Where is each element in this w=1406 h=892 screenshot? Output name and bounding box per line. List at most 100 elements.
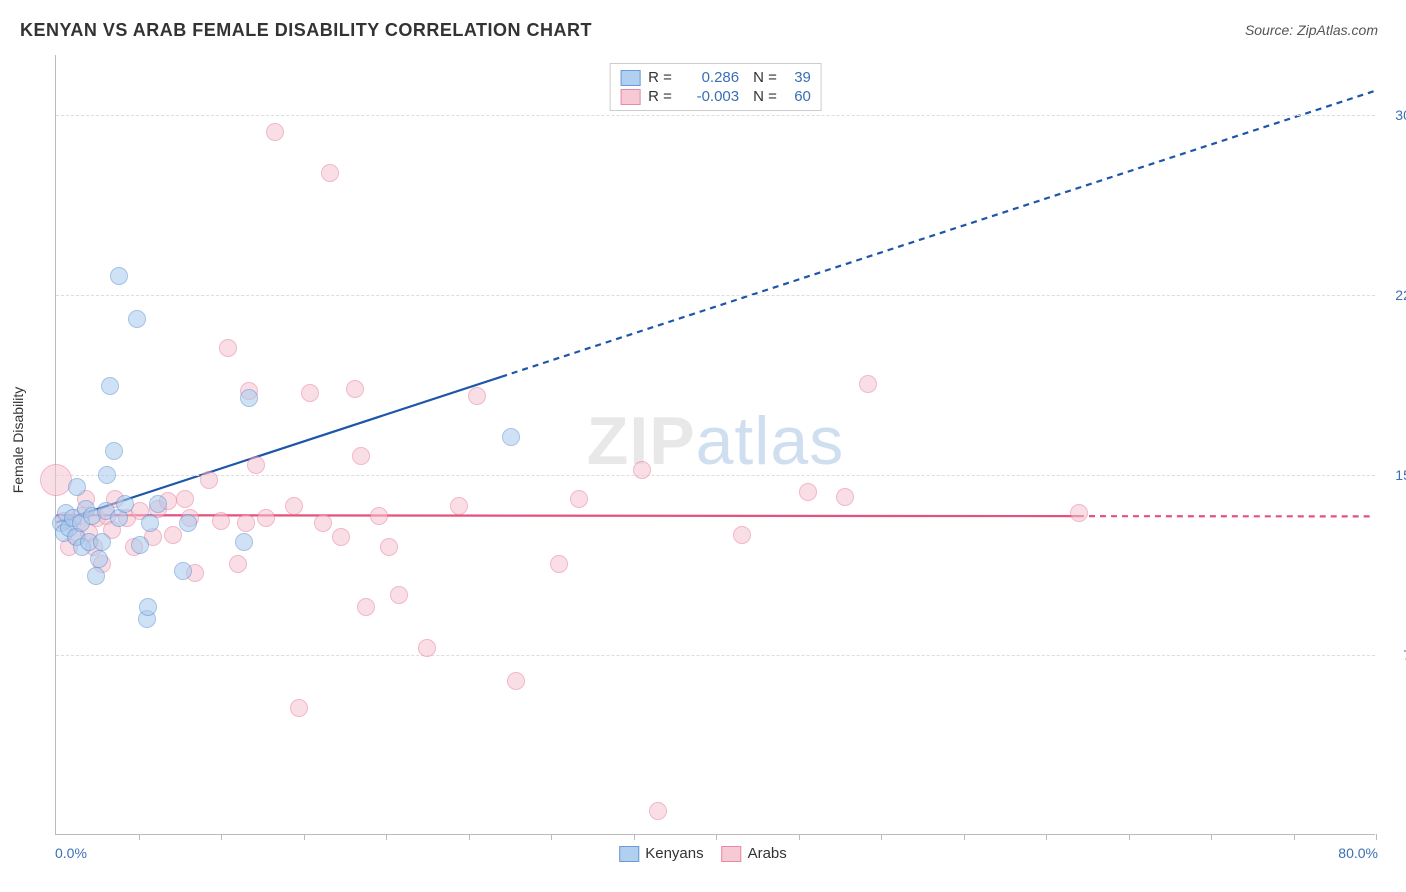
data-point bbox=[116, 495, 134, 513]
r-value-kenyans: 0.286 bbox=[684, 69, 739, 86]
trend-lines-layer bbox=[56, 55, 1375, 834]
data-point bbox=[836, 488, 854, 506]
n-value-kenyans: 39 bbox=[785, 69, 811, 86]
data-point bbox=[40, 464, 72, 496]
x-tick bbox=[469, 834, 470, 840]
x-tick bbox=[139, 834, 140, 840]
series-legend-label: Arabs bbox=[748, 845, 787, 862]
legend-swatch-arabs bbox=[620, 89, 640, 105]
data-point bbox=[859, 375, 877, 393]
data-point bbox=[301, 384, 319, 402]
y-tick-label: 15.0% bbox=[1380, 467, 1406, 483]
data-point bbox=[321, 164, 339, 182]
x-tick bbox=[1294, 834, 1295, 840]
legend-swatch-kenyans bbox=[619, 846, 639, 862]
data-point bbox=[101, 377, 119, 395]
data-point bbox=[149, 495, 167, 513]
chart-title: KENYAN VS ARAB FEMALE DISABILITY CORRELA… bbox=[20, 20, 592, 41]
series-legend-item: Kenyans bbox=[619, 845, 703, 862]
correlation-legend: R = 0.286 N = 39 R = -0.003 N = 60 bbox=[609, 63, 822, 111]
data-point bbox=[418, 639, 436, 657]
data-point bbox=[450, 497, 468, 515]
legend-swatch-kenyans bbox=[620, 70, 640, 86]
y-axis-label: Female Disability bbox=[10, 387, 26, 494]
data-point bbox=[105, 442, 123, 460]
n-label: N = bbox=[753, 69, 777, 86]
x-tick bbox=[799, 834, 800, 840]
x-tick bbox=[881, 834, 882, 840]
chart-container: KENYAN VS ARAB FEMALE DISABILITY CORRELA… bbox=[0, 0, 1406, 892]
data-point bbox=[68, 478, 86, 496]
data-point bbox=[247, 456, 265, 474]
x-tick bbox=[221, 834, 222, 840]
data-point bbox=[219, 339, 237, 357]
data-point bbox=[352, 447, 370, 465]
correlation-legend-row: R = 0.286 N = 39 bbox=[620, 68, 811, 87]
source-label: Source: ZipAtlas.com bbox=[1245, 22, 1378, 38]
data-point bbox=[87, 567, 105, 585]
x-tick bbox=[964, 834, 965, 840]
data-point bbox=[237, 514, 255, 532]
x-axis-max-label: 80.0% bbox=[1338, 845, 1378, 861]
x-tick bbox=[551, 834, 552, 840]
data-point bbox=[240, 389, 258, 407]
plot-area: ZIPatlas R = 0.286 N = 39 R = -0.003 N =… bbox=[55, 55, 1375, 835]
grid-line bbox=[56, 655, 1375, 656]
data-point bbox=[468, 387, 486, 405]
data-point bbox=[98, 466, 116, 484]
data-point bbox=[314, 514, 332, 532]
r-label: R = bbox=[648, 88, 676, 105]
x-tick bbox=[1211, 834, 1212, 840]
trend-line-solid bbox=[56, 515, 1078, 516]
series-legend: Kenyans Arabs bbox=[619, 845, 787, 862]
watermark-part2: atlas bbox=[696, 403, 845, 479]
data-point bbox=[733, 526, 751, 544]
data-point bbox=[93, 533, 111, 551]
legend-swatch-arabs bbox=[722, 846, 742, 862]
data-point bbox=[357, 598, 375, 616]
data-point bbox=[176, 490, 194, 508]
r-value-arabs: -0.003 bbox=[684, 88, 739, 105]
data-point bbox=[332, 528, 350, 546]
x-axis-min-label: 0.0% bbox=[55, 845, 87, 861]
data-point bbox=[550, 555, 568, 573]
x-tick bbox=[1376, 834, 1377, 840]
data-point bbox=[128, 310, 146, 328]
series-legend-item: Arabs bbox=[722, 845, 787, 862]
data-point bbox=[164, 526, 182, 544]
data-point bbox=[649, 802, 667, 820]
x-tick bbox=[304, 834, 305, 840]
data-point bbox=[266, 123, 284, 141]
x-tick bbox=[1046, 834, 1047, 840]
data-point bbox=[1070, 504, 1088, 522]
data-point bbox=[633, 461, 651, 479]
data-point bbox=[290, 699, 308, 717]
series-legend-label: Kenyans bbox=[645, 845, 703, 862]
trend-line-dashed bbox=[501, 91, 1374, 377]
data-point bbox=[90, 550, 108, 568]
data-point bbox=[380, 538, 398, 556]
data-point bbox=[507, 672, 525, 690]
grid-line bbox=[56, 475, 1375, 476]
data-point bbox=[141, 514, 159, 532]
n-label: N = bbox=[753, 88, 777, 105]
data-point bbox=[257, 509, 275, 527]
data-point bbox=[200, 471, 218, 489]
correlation-legend-row: R = -0.003 N = 60 bbox=[620, 87, 811, 106]
r-label: R = bbox=[648, 69, 676, 86]
data-point bbox=[179, 514, 197, 532]
data-point bbox=[285, 497, 303, 515]
data-point bbox=[235, 533, 253, 551]
data-point bbox=[346, 380, 364, 398]
x-tick bbox=[386, 834, 387, 840]
x-tick bbox=[716, 834, 717, 840]
data-point bbox=[390, 586, 408, 604]
data-point bbox=[110, 267, 128, 285]
data-point bbox=[502, 428, 520, 446]
y-tick-label: 7.5% bbox=[1380, 647, 1406, 663]
n-value-arabs: 60 bbox=[785, 88, 811, 105]
grid-line bbox=[56, 295, 1375, 296]
data-point bbox=[229, 555, 247, 573]
x-tick bbox=[634, 834, 635, 840]
grid-line bbox=[56, 115, 1375, 116]
